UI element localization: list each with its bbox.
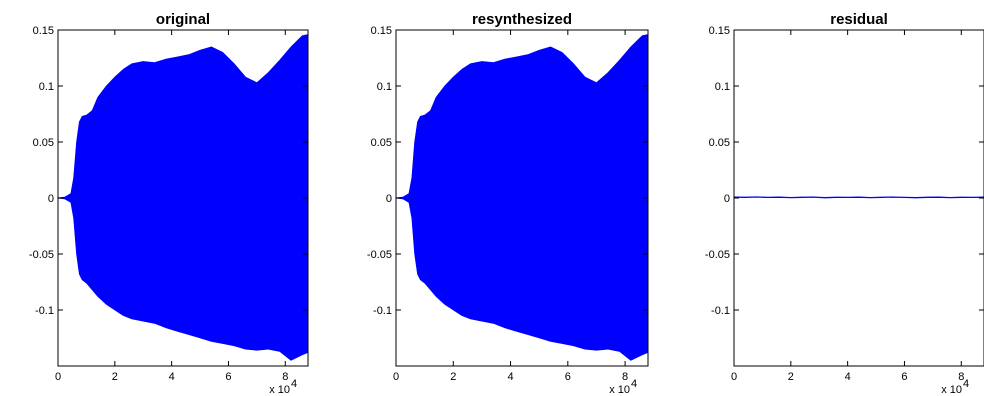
y-tick-label: -0.1 <box>35 305 54 317</box>
y-tick-label: 0 <box>48 193 54 205</box>
y-tick-label: -0.05 <box>367 249 392 261</box>
x-tick-label: 2 <box>788 371 794 383</box>
x-multiplier-label: x 10 <box>269 384 290 396</box>
signal-envelope <box>395 34 649 361</box>
x-tick-label: 6 <box>901 371 907 383</box>
x-multiplier-exponent: 4 <box>291 378 297 390</box>
x-multiplier-exponent: 4 <box>963 378 969 390</box>
x-tick-label: 8 <box>282 371 288 383</box>
y-tick-label: -0.05 <box>29 249 54 261</box>
signal-envelope <box>57 34 309 361</box>
y-tick-label: -0.1 <box>711 305 730 317</box>
x-tick-label: 4 <box>507 371 513 383</box>
x-tick-label: 2 <box>450 371 456 383</box>
x-multiplier-label: x 10 <box>941 384 962 396</box>
y-tick-label: 0.1 <box>715 81 730 93</box>
x-tick-label: 6 <box>565 371 571 383</box>
subplot-resynthesized: resynthesized -0.1 -0.05 0 0.05 0.1 0.15 0 2 4 6 8x… <box>367 11 649 396</box>
x-tick-label: 0 <box>731 371 737 383</box>
x-tick-label: 2 <box>112 371 118 383</box>
chart-title: residual <box>830 11 888 28</box>
residual-line <box>733 196 984 199</box>
x-tick-label: 6 <box>225 371 231 383</box>
chart-title: resynthesized <box>472 11 572 28</box>
x-tick-label: 4 <box>169 371 175 383</box>
y-tick-label: 0.05 <box>33 137 54 149</box>
x-tick-label: 8 <box>958 371 964 383</box>
y-tick-label: 0.15 <box>371 25 392 37</box>
y-tick-label: 0.15 <box>33 25 54 37</box>
y-tick-label: 0 <box>724 193 730 205</box>
x-tick-label: 8 <box>622 371 628 383</box>
y-tick-label: -0.1 <box>373 305 392 317</box>
y-tick-label: 0.1 <box>39 81 54 93</box>
y-tick-label: 0.05 <box>709 137 730 149</box>
x-multiplier-label: x 10 <box>609 384 630 396</box>
x-tick-label: 0 <box>55 371 61 383</box>
y-tick-label: 0.1 <box>377 81 392 93</box>
x-tick-label: 0 <box>393 371 399 383</box>
x-tick-label: 4 <box>845 371 851 383</box>
y-tick-label: 0.05 <box>371 137 392 149</box>
x-multiplier-exponent: 4 <box>631 378 637 390</box>
y-tick-label: 0 <box>386 193 392 205</box>
chart-title: original <box>156 11 210 28</box>
y-tick-label: -0.05 <box>705 249 730 261</box>
y-tick-label: 0.15 <box>709 25 730 37</box>
